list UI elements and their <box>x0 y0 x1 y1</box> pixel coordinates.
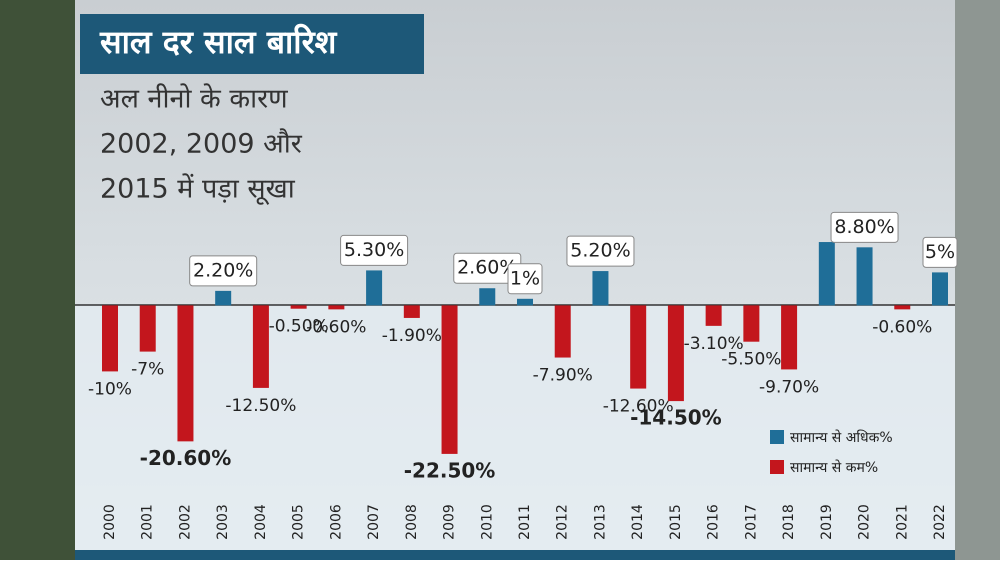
x-tick-label: 2014 <box>630 504 646 540</box>
data-label: -9.70% <box>759 377 819 397</box>
bar <box>894 305 911 310</box>
data-label: -22.50% <box>404 458 496 482</box>
legend-swatch <box>770 430 784 444</box>
data-label: 8.80% <box>834 216 894 238</box>
x-tick-label: 2022 <box>932 504 948 540</box>
bar <box>932 272 948 306</box>
data-label: -5.50% <box>721 350 781 370</box>
bar <box>177 305 194 442</box>
data-label: -10% <box>88 379 132 399</box>
x-tick-label: 2003 <box>215 504 231 540</box>
x-tick-label: 2013 <box>592 504 608 540</box>
data-label: 5% <box>925 241 955 263</box>
x-tick-label: 2019 <box>819 504 835 540</box>
x-tick-label: 2020 <box>857 504 873 540</box>
x-tick-label: 2001 <box>140 504 156 540</box>
bar <box>743 305 760 342</box>
x-tick-label: 2006 <box>328 504 344 540</box>
bar <box>366 270 383 306</box>
subtitle: 2015 में पड़ा सूखा <box>100 173 296 206</box>
label-box <box>340 234 409 266</box>
bar <box>592 271 609 306</box>
lower-panel <box>75 305 955 550</box>
bar <box>441 305 458 454</box>
bottom-strip <box>75 550 955 560</box>
data-label: -20.60% <box>140 446 232 470</box>
data-label: -0.60% <box>306 317 366 337</box>
data-label: 2.60% <box>457 257 517 279</box>
bar <box>328 305 345 310</box>
x-tick-label: 2008 <box>404 504 420 540</box>
photo-left <box>0 0 75 560</box>
legend-label: सामान्य से कम% <box>790 459 878 476</box>
data-label: -12.60% <box>603 397 674 417</box>
bar <box>290 305 307 309</box>
data-label: 1% <box>510 267 540 289</box>
data-label: -7% <box>131 360 164 380</box>
legend-swatch <box>770 460 784 474</box>
photo-right <box>955 0 1000 560</box>
x-tick-label: 2011 <box>517 504 533 540</box>
bar <box>215 290 232 306</box>
bar <box>856 247 873 306</box>
data-label: -7.90% <box>533 366 593 386</box>
bar <box>252 305 269 388</box>
data-label: 2.20% <box>193 259 253 281</box>
bar <box>102 305 118 372</box>
bar <box>705 305 722 326</box>
x-tick-label: 2002 <box>177 504 193 540</box>
x-tick-label: 2018 <box>781 504 797 540</box>
data-label: 5.20% <box>570 240 630 262</box>
bar <box>479 288 496 306</box>
bar <box>667 305 684 402</box>
legend-label: सामान्य से अधिक% <box>790 429 893 446</box>
x-tick-label: 2010 <box>479 504 495 540</box>
data-label: -14.50% <box>630 406 722 430</box>
bar <box>630 305 647 389</box>
label-box <box>566 235 635 267</box>
x-tick-label: 2015 <box>668 504 684 540</box>
label-box <box>189 255 258 287</box>
subtitle: अल नीनो के कारण <box>100 83 288 115</box>
subtitle: 2002, 2009 और <box>100 128 303 160</box>
data-label: -12.50% <box>225 396 296 416</box>
chart-title: साल दर साल बारिश <box>99 23 338 61</box>
data-label: 5.30% <box>344 239 404 261</box>
bar <box>139 305 156 352</box>
x-tick-label: 2009 <box>442 504 458 540</box>
label-box <box>922 236 958 268</box>
data-label: -0.60% <box>872 317 932 337</box>
bar <box>818 242 835 306</box>
data-label: -1.90% <box>382 326 442 346</box>
label-box <box>507 263 543 295</box>
x-tick-label: 2005 <box>291 504 307 540</box>
x-tick-label: 2017 <box>743 504 759 540</box>
label-box <box>830 211 899 243</box>
x-tick-label: 2007 <box>366 504 382 540</box>
x-tick-label: 2012 <box>555 504 571 540</box>
data-label: -3.10% <box>684 334 744 354</box>
x-tick-label: 2021 <box>894 504 910 540</box>
bar <box>403 305 420 318</box>
bar <box>554 305 571 358</box>
data-label: -0.50% <box>269 317 329 337</box>
x-tick-label: 2016 <box>706 504 722 540</box>
bar <box>517 298 533 306</box>
x-tick-label: 2004 <box>253 504 269 540</box>
x-tick-label: 2000 <box>102 504 118 540</box>
bar <box>781 305 798 370</box>
title-box <box>80 14 424 74</box>
